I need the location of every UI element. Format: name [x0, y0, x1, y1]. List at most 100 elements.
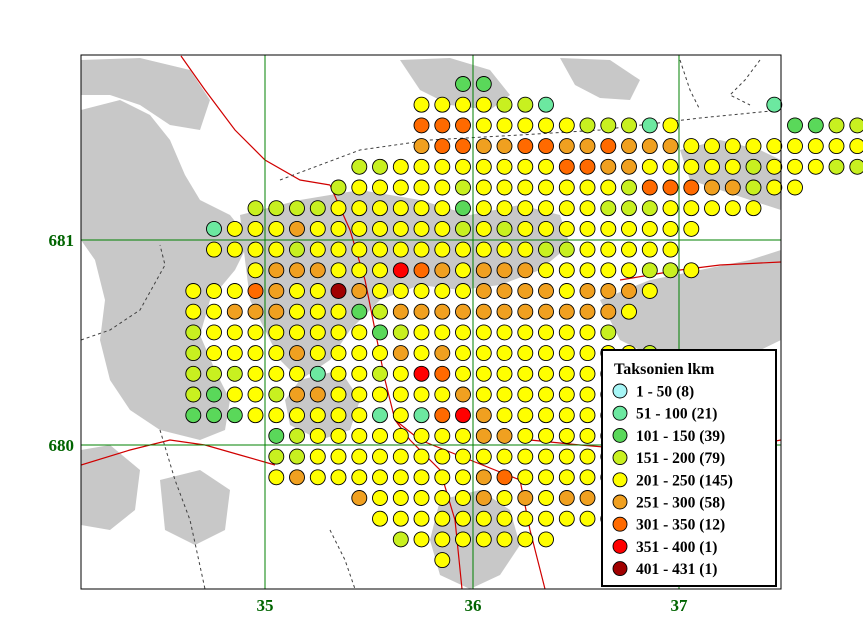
grid-cell-dot: [351, 469, 368, 486]
legend-label: 301 - 350 (12): [636, 517, 725, 534]
grid-cell-dot: [392, 200, 409, 217]
grid-cell-dot: [330, 448, 347, 465]
grid-cell-dot: [351, 262, 368, 279]
boundary-east: [729, 59, 761, 106]
grid-cell-dot: [413, 427, 430, 444]
grid-cell-dot: [538, 179, 554, 196]
grid-cell-dot: [351, 490, 368, 506]
grid-cell-dot: [434, 552, 451, 569]
grid-cell-dot: [538, 427, 554, 444]
grid-cell-dot: [807, 158, 824, 175]
grid-cell-dot: [475, 138, 492, 155]
grid-cell-dot: [413, 469, 430, 486]
grid-cell-dot: [289, 469, 305, 486]
grid-cell-dot: [413, 117, 430, 134]
grid-cell-dot: [372, 303, 388, 320]
grid-cell-dot: [745, 138, 762, 155]
x-tick-label: 36: [465, 596, 482, 615]
grid-cell-dot: [434, 283, 451, 299]
grid-cell-dot: [828, 158, 845, 175]
grid-cell-dot: [558, 262, 575, 279]
grid-cell-dot: [351, 158, 368, 175]
grid-cell-dot: [434, 303, 451, 320]
grid-cell-dot: [455, 200, 471, 217]
legend-box: [601, 349, 777, 587]
grid-cell-dot: [289, 345, 305, 362]
grid-cell-dot: [434, 179, 451, 196]
grid-cell-dot: [579, 262, 596, 279]
grid-cell-dot: [662, 158, 679, 175]
grid-cell-dot: [517, 117, 534, 134]
grid-cell-dot: [206, 386, 222, 403]
grid-cell-dot: [517, 490, 534, 506]
boundary-northeast: [679, 59, 701, 111]
grid-cell-dot: [309, 283, 326, 299]
grid-cell-dot: [558, 220, 575, 237]
grid-cell-dot: [662, 262, 679, 279]
lake-east: [600, 250, 781, 370]
grid-cell-dot: [392, 407, 409, 424]
grid-cell-dot: [455, 179, 471, 196]
grid-cell-dot: [372, 283, 388, 299]
legend-swatch: [612, 538, 628, 554]
grid-cell-dot: [413, 96, 430, 113]
grid-cell-dot: [558, 386, 575, 403]
grid-cell-dot: [558, 324, 575, 341]
grid-cell-dot: [828, 138, 845, 155]
grid-cell-dot: [475, 76, 492, 92]
legend-swatch: [612, 494, 628, 510]
grid-cell-dot: [372, 386, 388, 403]
grid-cell-dot: [206, 303, 222, 320]
grid-cell-dot: [787, 117, 803, 134]
grid-cell-dot: [538, 345, 554, 362]
grid-cell-dot: [392, 283, 409, 299]
grid-cell-dot: [392, 386, 409, 403]
grid-cell-dot: [517, 531, 534, 548]
grid-cell-dot: [392, 220, 409, 237]
grid-cell-dot: [434, 531, 451, 548]
grid-cell-dot: [455, 303, 471, 320]
grid-cell-dot: [413, 220, 430, 237]
grid-cell-dot: [558, 241, 575, 258]
grid-cell-dot: [517, 427, 534, 444]
grid-cell-dot: [579, 158, 596, 175]
grid-cell-dot: [309, 427, 326, 444]
grid-cell-dot: [641, 117, 658, 134]
grid-cell-dot: [579, 283, 596, 299]
grid-cell-dot: [517, 510, 534, 527]
grid-cell-dot: [579, 407, 596, 424]
grid-cell-dot: [538, 510, 554, 527]
boundary-southwest: [159, 429, 206, 589]
grid-cell-dot: [662, 220, 679, 237]
grid-cell-dot: [206, 324, 222, 341]
grid-cell-dot: [496, 200, 513, 217]
grid-cell-dot: [247, 345, 264, 362]
grid-cell-dot: [455, 365, 471, 382]
grid-cell-dot: [226, 324, 243, 341]
grid-cell-dot: [392, 448, 409, 465]
grid-cell-dot: [351, 427, 368, 444]
grid-cell-dot: [185, 283, 202, 299]
grid-cell-dot: [247, 365, 264, 382]
grid-cell-dot: [600, 283, 617, 299]
grid-cell-dot: [413, 179, 430, 196]
grid-cell-dot: [538, 448, 554, 465]
legend-swatch: [612, 516, 628, 532]
grid-cell-dot: [268, 262, 285, 279]
grid-cell-dot: [704, 158, 720, 175]
grid-cell-dot: [330, 241, 347, 258]
grid-cell-dot: [766, 158, 783, 175]
grid-cell-dot: [372, 241, 388, 258]
grid-cell-dot: [455, 324, 471, 341]
grid-cell-dot: [455, 283, 471, 299]
grid-cell-dot: [600, 324, 617, 341]
grid-cell-dot: [683, 158, 700, 175]
grid-cell-dot: [372, 262, 388, 279]
legend-swatch: [612, 472, 628, 488]
grid-cell-dot: [538, 407, 554, 424]
legend-label: 1 - 50 (8): [636, 384, 694, 401]
grid-cell-dot: [289, 365, 305, 382]
grid-cell-dot: [517, 96, 534, 113]
grid-cell-dot: [392, 365, 409, 382]
grid-cell-dot: [538, 303, 554, 320]
